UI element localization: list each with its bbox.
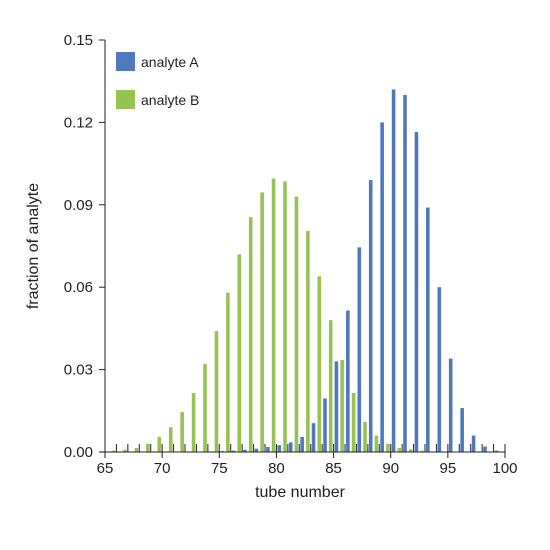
legend-label-analyte-a: analyte A <box>141 54 199 70</box>
y-axis-label: fraction of analyte <box>25 183 42 309</box>
bar-analyte-b-68 <box>134 447 139 452</box>
bar-analyte-a-77 <box>243 449 247 452</box>
bar-analyte-a-89 <box>380 122 384 453</box>
bar-analyte-b-78 <box>248 217 253 452</box>
bar-analyte-a-91 <box>403 94 407 453</box>
bar-analyte-a-97 <box>471 435 476 452</box>
x-tick-label: 80 <box>268 460 285 477</box>
bar-analyte-b-66 <box>111 450 116 452</box>
y-tick-label: 0.09 <box>64 197 93 214</box>
legend-swatch-analyte-b <box>116 90 135 109</box>
bar-analyte-b-80 <box>271 178 276 452</box>
legend: analyte A analyte B <box>116 52 199 109</box>
bar-analyte-a-96 <box>460 408 464 452</box>
x-tick-label: 95 <box>440 460 457 477</box>
bar-analyte-b-73 <box>191 392 196 452</box>
x-tick-label: 90 <box>382 460 399 477</box>
bar-analyte-a-92 <box>414 132 419 452</box>
bar-analyte-b-85 <box>328 320 333 452</box>
x-tick-label: 65 <box>97 460 114 477</box>
bar-analyte-b-70 <box>157 436 162 452</box>
bar-analyte-a-90 <box>391 89 396 452</box>
bar-analyte-b-76 <box>226 292 230 452</box>
bar-analyte-b-93 <box>420 450 424 452</box>
bar-analyte-a-87 <box>357 247 362 452</box>
x-ticks: 65 70 75 80 85 90 95 100 <box>97 444 518 477</box>
bar-analyte-a-83 <box>311 423 316 452</box>
bar-analyte-b-69 <box>146 443 150 452</box>
bar-analyte-b-90 <box>386 443 390 452</box>
bar-analyte-b-82 <box>294 196 299 452</box>
bar-analyte-a-94 <box>437 287 442 452</box>
y-tick-label: 0.00 <box>64 444 93 461</box>
bar-analyte-b-83 <box>306 230 310 452</box>
bar-analyte-b-91 <box>397 447 402 452</box>
bar-analyte-b-88 <box>363 421 367 452</box>
bar-analyte-a-93 <box>426 207 430 452</box>
bar-analyte-b-74 <box>203 364 207 452</box>
bar-analyte-b-89 <box>374 435 379 452</box>
y-tick-label: 0.06 <box>64 279 93 296</box>
bar-analyte-a-85 <box>334 361 339 452</box>
bar-analyte-a-76 <box>231 450 236 452</box>
y-ticks: 0.00 0.03 0.06 0.09 0.12 0.15 <box>64 32 105 461</box>
bar-analyte-a-78 <box>254 448 259 452</box>
bar-analyte-b-71 <box>168 427 173 452</box>
bar-analyte-b-67 <box>123 449 127 452</box>
bar-analyte-a-86 <box>346 310 350 452</box>
bar-analyte-a-82 <box>300 436 304 452</box>
bar-analyte-a-95 <box>448 358 453 452</box>
y-tick-label: 0.03 <box>64 362 93 379</box>
bar-analyte-a-81 <box>288 442 293 452</box>
bar-analyte-b-86 <box>340 359 344 452</box>
y-tick-label: 0.15 <box>64 32 93 49</box>
bar-analyte-b-77 <box>237 254 242 452</box>
x-tick-label: 100 <box>492 460 517 477</box>
legend-swatch-analyte-a <box>116 52 135 71</box>
bar-analyte-b-75 <box>214 331 219 452</box>
legend-label-analyte-b: analyte B <box>141 92 199 108</box>
x-tick-label: 70 <box>154 460 171 477</box>
bar-analyte-b-84 <box>317 276 322 452</box>
x-tick-label: 75 <box>211 460 228 477</box>
bar-analyte-a-88 <box>368 180 373 452</box>
bar-analyte-b-79 <box>260 192 264 452</box>
bar-analyte-a-79 <box>266 447 270 452</box>
bars-layer <box>100 89 499 453</box>
bar-analyte-b-92 <box>408 449 413 452</box>
bar-analyte-b-87 <box>351 392 356 452</box>
bar-analyte-a-98 <box>483 446 487 452</box>
bar-analyte-a-80 <box>277 445 282 452</box>
bar-analyte-b-72 <box>180 412 184 452</box>
y-tick-label: 0.12 <box>64 114 93 131</box>
x-axis-label: tube number <box>255 484 346 501</box>
bar-analyte-a-84 <box>323 398 327 452</box>
bar-analyte-b-81 <box>283 181 287 452</box>
x-tick-label: 85 <box>325 460 342 477</box>
bar-analyte-a-99 <box>494 450 499 452</box>
